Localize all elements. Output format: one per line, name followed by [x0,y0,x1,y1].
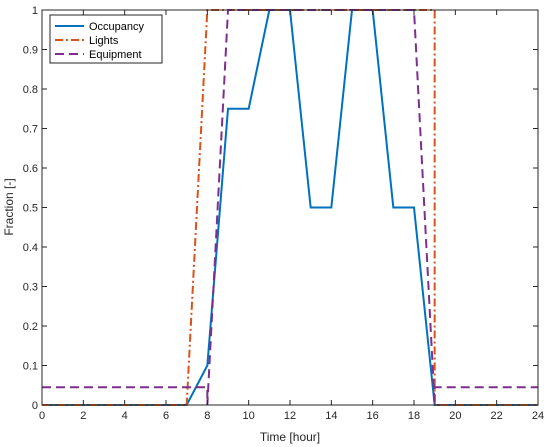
x-tick-label: 2 [80,410,86,422]
legend-label-occupancy: Occupancy [89,21,145,33]
plot-area [42,10,538,405]
series-equipment-line [42,9,538,406]
x-tick-label: 20 [449,410,461,422]
x-tick-label: 0 [39,410,45,422]
y-tick-label: 0.8 [23,84,38,96]
x-tick-label: 18 [408,410,420,422]
legend-label-equipment: Equipment [89,49,142,61]
axis-layer: 0 2 4 6 8 10 12 14 16 18 20 22 2400.10.20.30.40.50.6… [23,5,544,422]
y-tick-label: 1 [32,5,38,17]
x-tick-label: 14 [325,410,337,422]
x-tick-label: 4 [122,410,128,422]
x-tick-label: 6 [163,410,169,422]
y-axis-title: Fraction [-] [2,178,16,235]
y-tick-label: 0.9 [23,45,38,57]
legend: Occupancy Lights Equipment [49,14,163,64]
x-tick-label: 16 [367,410,379,422]
x-tick-label: 12 [284,410,296,422]
x-tick-label: 10 [243,410,255,422]
y-tick-label: 0.5 [23,203,38,215]
y-tick-label: 0.7 [23,124,38,136]
y-tick-label: 0.3 [23,282,38,294]
x-tick-label: 8 [204,410,210,422]
legend-label-lights: Lights [89,35,119,47]
y-tick-label: 0.1 [23,361,38,373]
y-tick-label: 0.2 [23,321,38,333]
y-tick-label: 0.4 [23,242,38,254]
x-tick-label: 22 [491,410,503,422]
x-tick-label: 24 [532,410,544,422]
y-tick-label: 0 [32,400,38,412]
x-axis-title: Time [hour] [260,430,320,444]
y-tick-label: 0.6 [23,163,38,175]
legend-box [49,14,163,64]
